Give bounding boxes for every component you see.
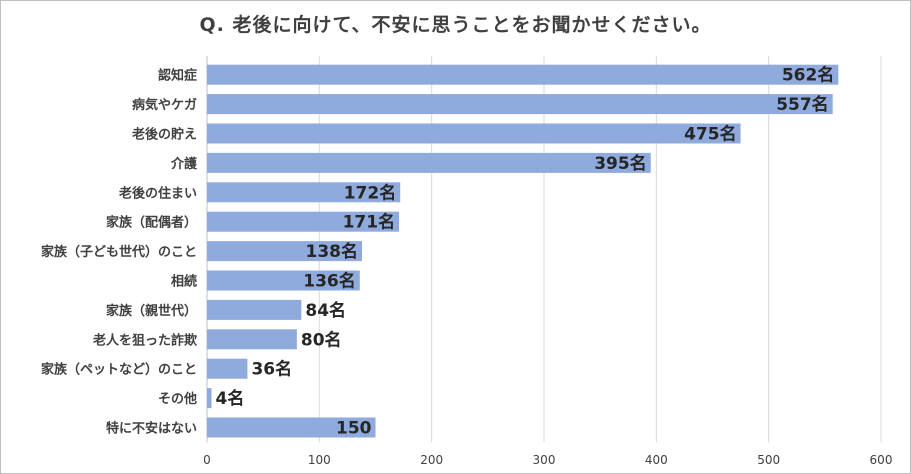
data-label: 84名 [305,300,346,321]
category-label: 家族（親世代） [106,303,197,319]
category-label: 老人を狙った詐欺 [92,332,197,348]
category-label: 介護 [170,156,198,172]
data-label: 562名 [782,65,835,86]
bar [207,211,400,232]
bar [207,417,376,438]
bar [207,123,741,144]
bar [207,299,302,320]
data-label: 4名 [215,388,244,409]
data-label: 136名 [303,271,356,292]
x-tick-label: 600 [870,453,893,467]
bar [207,270,360,291]
category-label: 認知症 [158,68,197,84]
bar [207,388,212,409]
category-label: 老後の住まい [118,185,197,201]
data-label: 80名 [301,329,342,350]
data-label: 557名 [776,94,829,115]
category-label: 相続 [171,274,197,290]
category-label: 家族（ペットなど）のこと [41,362,197,378]
data-label: 395名 [594,153,647,174]
category-label: 家族（配偶者） [106,215,197,231]
bar [207,241,363,262]
x-tick-label: 300 [533,453,556,467]
data-label: 36名 [251,359,292,380]
category-label: 特に不安はない [106,421,197,437]
chart-title: Q. 老後に向けて、不安に思うことをお聞かせください。 [199,14,712,36]
bar [207,329,297,350]
x-tick-label: 500 [757,453,780,467]
data-label: 138名 [306,241,359,262]
bar [207,152,651,173]
x-tick-label: 0 [203,453,211,467]
data-label: 150 [336,419,372,439]
data-label: 171名 [343,212,396,233]
data-label: 172名 [344,182,397,203]
category-label: 病気やケガ [132,97,197,113]
x-tick-label: 200 [420,453,443,467]
category-label: その他 [158,391,197,407]
x-tick-label: 100 [308,453,331,467]
bar [207,64,839,85]
bar [207,182,401,203]
x-tick-label: 400 [645,453,668,467]
data-label: 475名 [684,124,737,145]
category-label: 家族（子ども世代）のこと [41,244,197,260]
bar [207,94,833,115]
bar [207,358,248,379]
category-label: 老後の貯え [131,127,197,143]
